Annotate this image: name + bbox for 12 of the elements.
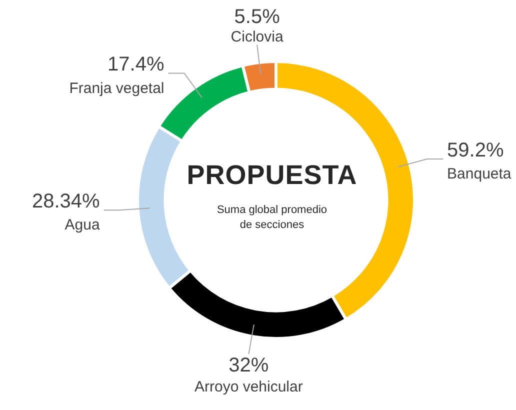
slice-label: Franja vegetal [69,80,164,97]
slice-label: Ciclovia [230,28,284,46]
data-label: 5.5% [234,6,280,28]
slice-label: Arroyo vehicular [194,378,303,396]
data-label: 28.34% [32,190,100,213]
text: PROPUESTA [186,160,358,191]
data-label: 59.2% [447,140,504,162]
data-label: 17.4% [108,54,164,76]
slice-label: Agua [64,216,100,234]
slice-label: Banqueta [447,166,512,183]
data-label: 32% [228,354,269,377]
text: Suma global promedio de secciones [216,203,328,233]
